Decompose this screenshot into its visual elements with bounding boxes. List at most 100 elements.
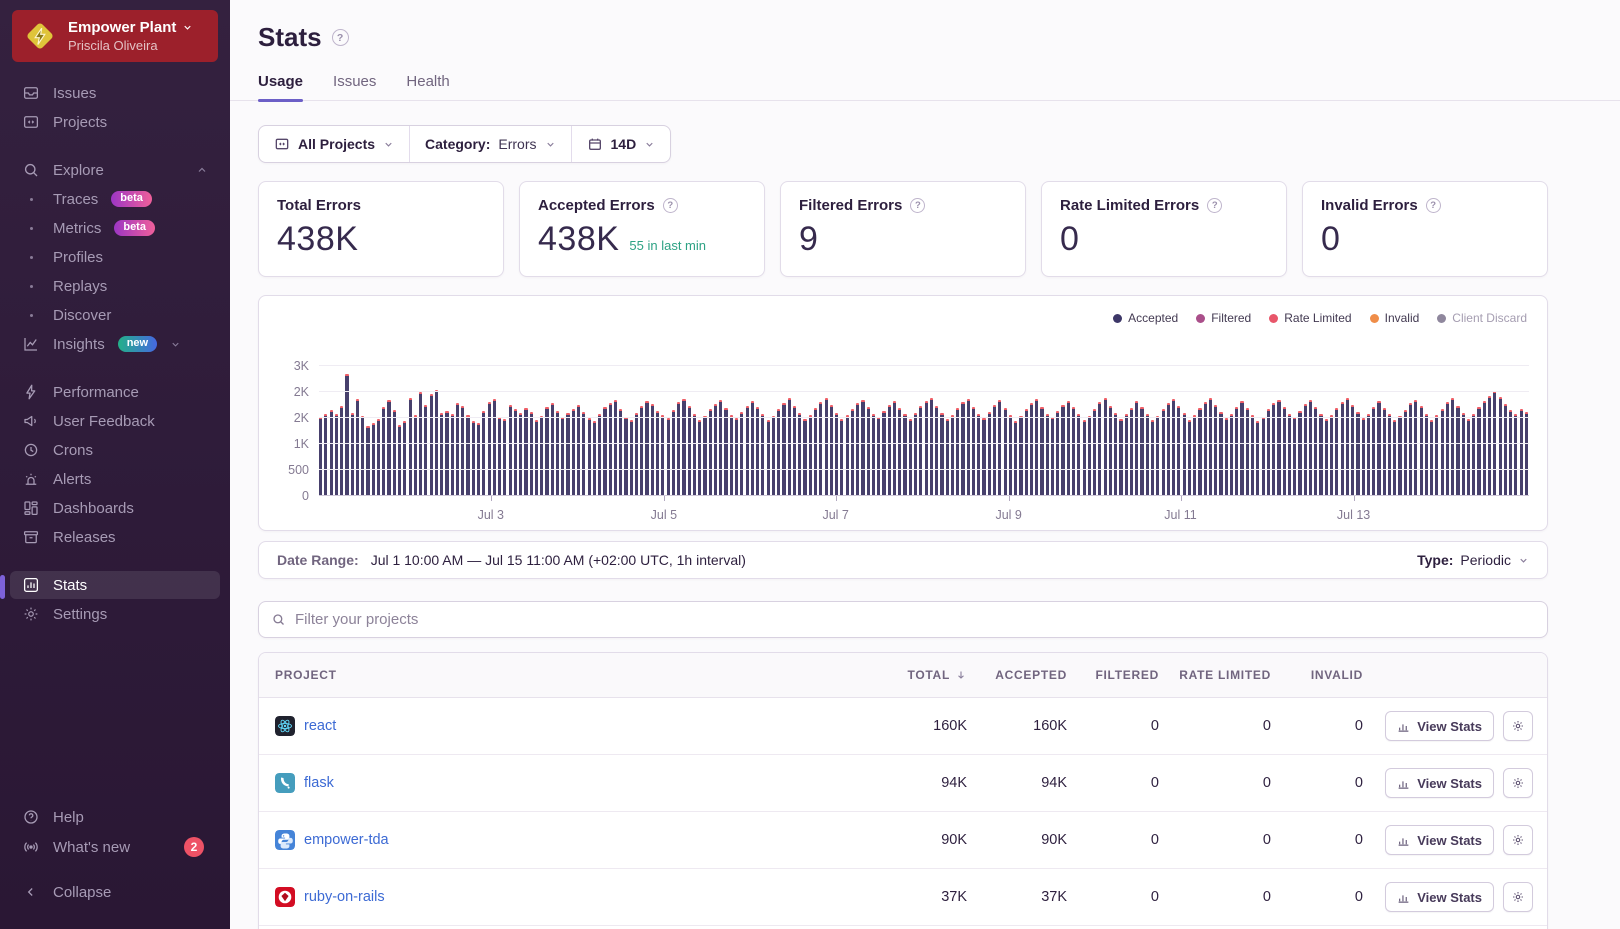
usage-bar (1283, 407, 1286, 496)
megaphone-icon (22, 412, 40, 430)
cell-accepted: 94K (973, 775, 1073, 791)
sidebar-item-projects[interactable]: Projects (10, 108, 220, 136)
usage-bar (777, 409, 780, 496)
sidebar-item-traces[interactable]: Traces beta (10, 185, 220, 213)
usage-bar (324, 414, 327, 496)
gear-icon (1511, 833, 1525, 847)
category-filter-dropdown[interactable]: Category: Errors (409, 126, 570, 162)
legend-item-filtered[interactable]: Filtered (1196, 308, 1251, 328)
date-range-dropdown[interactable]: 14D (571, 126, 671, 162)
legend-item-rate-limited[interactable]: Rate Limited (1269, 308, 1351, 328)
sidebar-item-performance[interactable]: Performance (10, 378, 220, 406)
sidebar-item-explore[interactable]: Explore (10, 156, 220, 184)
help-icon[interactable]: ? (910, 198, 925, 213)
sidebar-item-metrics[interactable]: Metrics beta (10, 214, 220, 242)
card-rate-limited-errors: Rate Limited Errors? 0 (1041, 181, 1287, 277)
type-dropdown[interactable]: Type: Periodic (1417, 552, 1529, 568)
usage-bar (1525, 412, 1528, 496)
help-icon[interactable]: ? (663, 198, 678, 213)
column-header-project[interactable]: PROJECT (259, 668, 873, 682)
sidebar-collapse-button[interactable]: Collapse (10, 878, 220, 906)
usage-bar (466, 415, 469, 496)
new-badge: new (118, 336, 157, 352)
usage-bar (735, 418, 738, 496)
column-header-filtered[interactable]: FILTERED (1073, 668, 1165, 682)
usage-bar (624, 417, 627, 496)
project-link[interactable]: react (304, 718, 336, 734)
usage-bar (1014, 421, 1017, 496)
accepted-rate-text: 55 in last min (629, 238, 706, 253)
usage-bar (519, 413, 522, 496)
usage-bar (1499, 397, 1502, 496)
sidebar-item-insights[interactable]: Insights new (10, 330, 220, 358)
sidebar-item-replays[interactable]: Replays (10, 272, 220, 300)
sidebar-item-crons[interactable]: Crons (10, 436, 220, 464)
view-stats-button[interactable]: View Stats (1385, 768, 1494, 798)
usage-bar (1420, 406, 1423, 496)
usage-bar (414, 415, 417, 496)
page-help-icon[interactable]: ? (332, 29, 349, 46)
project-settings-button[interactable] (1503, 882, 1533, 912)
view-stats-button[interactable]: View Stats (1385, 711, 1494, 741)
column-header-rate-limited[interactable]: RATE LIMITED (1165, 668, 1277, 682)
column-header-invalid[interactable]: INVALID (1277, 668, 1369, 682)
usage-bar (1209, 398, 1212, 496)
help-icon[interactable]: ? (1207, 198, 1222, 213)
tab-issues[interactable]: Issues (333, 73, 376, 100)
project-settings-button[interactable] (1503, 768, 1533, 798)
sidebar-item-settings[interactable]: Settings (10, 600, 220, 628)
usage-bar (630, 420, 633, 496)
legend-item-client-discard[interactable]: Client Discard (1437, 308, 1527, 328)
org-switcher[interactable]: Empower Plant Priscila Oliveira (12, 10, 218, 62)
legend-item-accepted[interactable]: Accepted (1113, 308, 1178, 328)
sidebar-item-issues[interactable]: Issues (10, 79, 220, 107)
usage-bar (825, 398, 828, 496)
sidebar-item-profiles[interactable]: Profiles (10, 243, 220, 271)
project-link[interactable]: empower-tda (304, 832, 389, 848)
sidebar-item-stats[interactable]: Stats (10, 571, 220, 599)
sidebar-item-dashboards[interactable]: Dashboards (10, 494, 220, 522)
card-filtered-errors: Filtered Errors? 9 (780, 181, 1026, 277)
view-stats-button[interactable]: View Stats (1385, 825, 1494, 855)
rate-limited-errors-value: 0 (1060, 220, 1079, 259)
view-stats-button[interactable]: View Stats (1385, 882, 1494, 912)
tab-health[interactable]: Health (406, 73, 449, 100)
project-link[interactable]: ruby-on-rails (304, 889, 385, 905)
sidebar-item-discover[interactable]: Discover (10, 301, 220, 329)
project-link[interactable]: flask (304, 775, 334, 791)
chevron-down-icon (383, 139, 394, 150)
help-icon[interactable]: ? (1426, 198, 1441, 213)
usage-bar (1456, 406, 1459, 496)
usage-bar (588, 418, 591, 496)
usage-bar (540, 416, 543, 496)
sidebar-item-alerts[interactable]: Alerts (10, 465, 220, 493)
usage-bar (909, 419, 912, 496)
legend-item-invalid[interactable]: Invalid (1370, 308, 1420, 328)
usage-bar (772, 416, 775, 496)
card-accepted-errors: Accepted Errors? 438K55 in last min (519, 181, 765, 277)
sidebar-item-user-feedback[interactable]: User Feedback (10, 407, 220, 435)
usage-bar (1309, 400, 1312, 496)
usage-bar (482, 411, 485, 496)
project-search-input[interactable] (295, 611, 1535, 628)
usage-bar (514, 409, 517, 496)
usage-bar (1162, 409, 1165, 496)
project-filter-dropdown[interactable]: All Projects (259, 126, 409, 162)
project-settings-button[interactable] (1503, 711, 1533, 741)
column-header-accepted[interactable]: ACCEPTED (973, 668, 1073, 682)
usage-bar (1072, 407, 1075, 496)
sidebar-item-help[interactable]: Help (10, 803, 220, 831)
chevron-down-icon (545, 139, 556, 150)
sidebar-item-whats-new[interactable]: What's new 2 (10, 832, 220, 862)
project-settings-button[interactable] (1503, 825, 1533, 855)
sidebar-item-releases[interactable]: Releases (10, 523, 220, 551)
usage-bar (930, 398, 933, 496)
tab-usage[interactable]: Usage (258, 73, 303, 100)
chart-bars[interactable] (319, 366, 1529, 496)
calendar-icon (587, 136, 603, 152)
usage-bar (1520, 409, 1523, 496)
usage-bar (1067, 401, 1070, 496)
column-header-total[interactable]: TOTAL (873, 668, 973, 682)
chart-y-axis: 05001K2K2K3K (273, 340, 319, 522)
filter-bar: All Projects Category: Errors 14D (258, 125, 671, 163)
